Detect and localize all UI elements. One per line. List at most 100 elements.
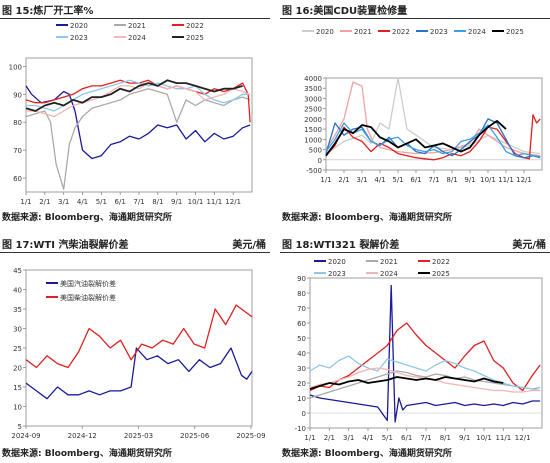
legend-label: 2021 xyxy=(380,258,398,266)
x-tick-label: 3/1 xyxy=(343,434,354,442)
x-tick-label: 11/1 xyxy=(498,176,514,184)
series-line-2025 xyxy=(25,79,243,112)
x-tick-label: 2/1 xyxy=(338,176,349,184)
panel-header: 图 16:美国CDU装置检修量 xyxy=(280,0,550,19)
x-tick-label: 2025-06 xyxy=(180,432,210,440)
series-line-2021 xyxy=(25,88,251,190)
y-tick-label: 5 xyxy=(18,423,22,431)
source-note: 数据来源: Bloomberg、海通期货研究所 xyxy=(2,213,172,223)
plot-frame xyxy=(309,277,543,429)
legend-label: 2025 xyxy=(432,270,450,278)
legend-label: 美国柴油裂解价差 xyxy=(60,293,116,302)
panel-cdu-maintenance: 图 16:美国CDU装置检修量 -500 0 500 1000 1500 2000 2500… xyxy=(280,0,550,230)
x-tick-label: 1/1 xyxy=(320,176,331,184)
y-tick-label: 1000 xyxy=(304,136,322,144)
y-tick-label: 0 xyxy=(302,410,306,418)
x-tick-label: 11/1 xyxy=(206,198,222,206)
y-tick-label: 10 xyxy=(297,395,306,403)
x-tick-label: 8/1 xyxy=(440,434,451,442)
x-tick-label: 2/1 xyxy=(39,198,50,206)
x-tick-label: 11/1 xyxy=(495,434,511,442)
y-tick-label: 3500 xyxy=(304,85,322,93)
chart-wti-crack-spreads: 5 10 15 20 25 30 35 40 45 2024-09 2024-12 2025-03 20… xyxy=(11,267,265,440)
y-tick-label: 35 xyxy=(13,306,22,314)
x-tick-label: 2024-09 xyxy=(11,432,40,440)
source-note: 数据来源: Bloomberg、海通期货研究所 xyxy=(2,449,172,459)
y-tick-label: 4000 xyxy=(304,75,322,83)
y-tick-label: 70 xyxy=(297,305,306,313)
series-line-美国汽油裂解价差 xyxy=(25,347,253,400)
chart-title: 图 18:WTI321 裂解价差 xyxy=(282,240,400,251)
series-line-2025 xyxy=(309,376,504,390)
y-tick-label: 30 xyxy=(13,326,22,334)
y-tick-label: 80 xyxy=(13,119,22,127)
x-tick-label: 7/1 xyxy=(420,434,431,442)
chart-cdu-maintenance: -500 0 500 1000 1500 2000 2500 3000 3500 4000 1/1 2… xyxy=(302,28,543,184)
legend-label: 2021 xyxy=(128,22,146,30)
panel-header: 图 18:WTI321 裂解价差 美元/桶 xyxy=(280,234,550,253)
panel-refinery-utilization: 图 15:炼厂开工率% 60 70 80 90 100 1/1 2/1 3/1 4/1 5/1 6/… xyxy=(0,0,270,230)
y-tick-label: 80 xyxy=(297,290,306,298)
x-tick-label: 12/1 xyxy=(516,176,532,184)
legend-label: 2020 xyxy=(328,258,346,266)
x-tick-label: 2/1 xyxy=(324,434,335,442)
x-tick-label: 2024-12 xyxy=(68,432,97,440)
x-tick-label: 1/1 xyxy=(304,434,315,442)
x-tick-label: 2025-09 xyxy=(236,432,265,440)
x-tick-label: 9/1 xyxy=(464,176,475,184)
legend-label: 2022 xyxy=(392,28,410,36)
unit-label: 美元/桶 xyxy=(232,240,266,251)
legend-label: 2023 xyxy=(70,34,88,42)
series-line-2021 xyxy=(325,81,541,157)
y-tick-label: 45 xyxy=(13,267,22,275)
x-tick-label: 3/1 xyxy=(58,198,69,206)
y-tick-label: 40 xyxy=(297,350,306,358)
x-tick-label: 12/1 xyxy=(515,434,531,442)
series-line-2022 xyxy=(325,114,541,161)
x-tick-label: 5/1 xyxy=(96,198,107,206)
legend-label: 2022 xyxy=(432,258,450,266)
y-tick-label: 20 xyxy=(297,380,306,388)
legend-label: 2023 xyxy=(328,270,346,278)
y-tick-label: 30 xyxy=(297,365,306,373)
y-tick-label: 500 xyxy=(309,147,322,155)
legend-label: 美国汽油裂解价差 xyxy=(60,279,116,288)
legend-label: 2025 xyxy=(186,34,204,42)
y-tick-label: 40 xyxy=(13,287,22,295)
plot-frame xyxy=(25,57,253,193)
x-tick-label: 10/1 xyxy=(476,434,492,442)
panel-header: 图 17:WTI 汽柴油裂解价差 美元/桶 xyxy=(0,234,270,253)
y-tick-label: 90 xyxy=(297,275,306,283)
legend-label: 2024 xyxy=(128,34,146,42)
y-tick-label: 0 xyxy=(318,157,322,165)
x-tick-label: 4/1 xyxy=(362,434,373,442)
y-tick-label: 3000 xyxy=(304,95,322,103)
plot-frame xyxy=(325,77,543,171)
x-tick-label: 8/1 xyxy=(446,176,457,184)
x-tick-label: 5/1 xyxy=(382,434,393,442)
y-tick-label: 90 xyxy=(13,91,22,99)
x-tick-label: 7/1 xyxy=(428,176,439,184)
x-tick-label: 4/1 xyxy=(77,198,88,206)
y-tick-label: 50 xyxy=(297,335,306,343)
series-line-2020 xyxy=(309,284,541,423)
legend-label: 2024 xyxy=(380,270,398,278)
y-tick-label: 10 xyxy=(13,404,22,412)
chart-title: 图 15:炼厂开工率% xyxy=(2,6,94,17)
source-note: 数据来源: Bloomberg、海通期货研究所 xyxy=(282,449,452,459)
chart-title: 图 16:美国CDU装置检修量 xyxy=(282,6,408,17)
x-tick-label: 5/1 xyxy=(392,176,403,184)
x-tick-label: 10/1 xyxy=(188,198,204,206)
legend-label: 2023 xyxy=(430,28,448,36)
legend-label: 2021 xyxy=(354,28,372,36)
series-line-2024 xyxy=(325,122,541,158)
panel-wti321-crack: 图 18:WTI321 裂解价差 美元/桶 -10 0 10 20 30 40 50 60 70… xyxy=(280,234,550,463)
x-tick-label: 1/1 xyxy=(20,198,31,206)
legend-label: 2020 xyxy=(70,22,88,30)
x-tick-label: 9/1 xyxy=(459,434,470,442)
chart-wti321-crack: -10 0 10 20 30 40 50 60 70 80 90 1/1 2/1 3/1 4/1 5/1 6/1… xyxy=(295,258,543,442)
y-tick-label: 70 xyxy=(13,147,22,155)
y-tick-label: -500 xyxy=(306,167,322,175)
legend-label: 2024 xyxy=(468,28,486,36)
x-tick-label: 6/1 xyxy=(410,176,421,184)
